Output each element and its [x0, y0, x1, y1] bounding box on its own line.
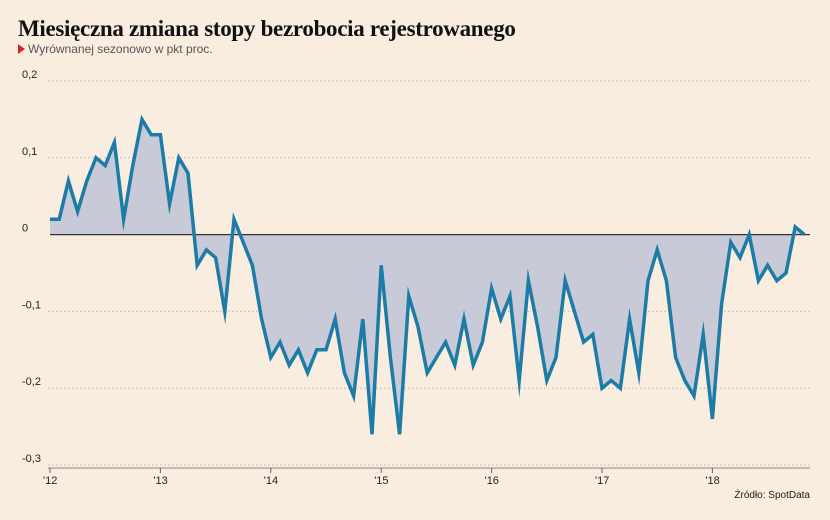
series-line	[50, 114, 806, 435]
y-tick-label: 0,1	[22, 146, 37, 158]
x-tick-label: '18	[705, 475, 719, 487]
x-tick-label: '13	[153, 475, 167, 487]
x-tick-label: '17	[595, 475, 609, 487]
area-fill	[50, 119, 805, 435]
x-tick-label: '16	[485, 475, 499, 487]
x-tick-label: '12	[43, 475, 57, 487]
y-tick-label: -0,3	[22, 453, 41, 465]
subtitle-text: Wyrównanej sezonowo w pkt proc.	[28, 42, 213, 56]
source-note: Źródło: SpotData	[734, 490, 810, 501]
x-tick-label: '15	[374, 475, 388, 487]
y-tick-label: -0,1	[22, 299, 41, 311]
y-tick-label: 0	[22, 223, 28, 235]
chart-title: Miesięczna zmiana stopy bezrobocia rejes…	[18, 16, 516, 41]
x-tick-label: '14	[264, 475, 278, 487]
y-tick-label: -0,2	[22, 376, 41, 388]
red-triangle-icon	[18, 44, 25, 54]
chart-subtitle: Wyrównanej sezonowo w pkt proc.	[18, 42, 213, 56]
y-tick-label: 0,2	[22, 69, 37, 81]
